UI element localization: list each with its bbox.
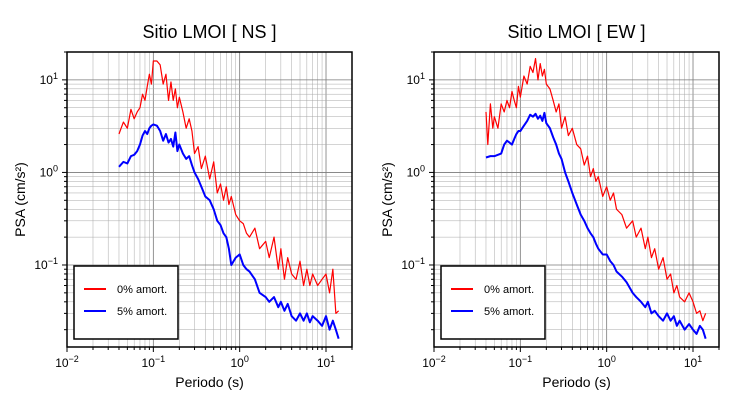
chart-1-legend-label-2: 5% amort.	[117, 306, 167, 318]
chart-2-y-tick-label: 10−1	[401, 256, 425, 272]
chart-1-series-damped-line	[118, 123, 340, 339]
chart-1-x-axis-label: Periodo (s)	[175, 374, 243, 390]
chart-1-legend-box	[73, 265, 179, 340]
chart-1-grid	[66, 51, 353, 347]
chart-2-plot-frame	[433, 51, 720, 348]
chart-2-y-tick-label: 100	[407, 163, 425, 179]
chart-2-legend: 0% amort. 5% amort.	[440, 265, 546, 340]
chart-2-x-tick-label: 100	[597, 354, 615, 370]
chart-1-series-undamped-line	[118, 60, 340, 314]
chart-1-y-tick-label: 100	[40, 163, 58, 179]
chart-2-title: Sitio LMOI [ EW ]	[507, 22, 645, 42]
chart-2-x-tick-label: 10−2	[422, 354, 446, 370]
chart-1-tick-marks	[62, 51, 353, 352]
chart-2-panel: 10−2 10−1 100 101 10−1 100 101 Sitio LMOI [ EW …	[379, 22, 720, 390]
chart-2-x-tick-label: 10−1	[509, 354, 533, 370]
chart-2-x-tick-label: 101	[684, 354, 702, 370]
chart-1-y-axis-label: PSA (cm/s²)	[12, 162, 28, 237]
chart-1-y-tick-label: 10−1	[34, 256, 58, 272]
chart-1-x-tick-label: 100	[230, 354, 248, 370]
chart-2-x-axis-label: Periodo (s)	[542, 374, 610, 390]
chart-2-y-tick-label: 101	[407, 71, 425, 87]
chart-2-series-damped-line	[485, 111, 707, 339]
chart-2-series-undamped-line	[485, 57, 707, 322]
chart-1-panel: 10−2 10−1 100 101 10−1 100 101 Sitio LMOI [ NS …	[12, 22, 353, 390]
chart-2-legend-label-1: 0% amort.	[484, 284, 534, 296]
chart-2-tick-marks	[429, 51, 720, 352]
chart-1-x-tick-label: 10−2	[55, 354, 79, 370]
chart-1-legend: 0% amort. 5% amort.	[73, 265, 179, 340]
chart-2-legend-box	[440, 265, 546, 340]
chart-1-y-tick-label: 101	[40, 71, 58, 87]
chart-1-title: Sitio LMOI [ NS ]	[142, 22, 276, 42]
chart-1-x-tick-label: 10−1	[142, 354, 166, 370]
chart-1-x-tick-label: 101	[317, 354, 335, 370]
chart-2-y-axis-label: PSA (cm/s²)	[379, 162, 395, 237]
chart-1-plot-frame	[66, 51, 353, 348]
chart-2-legend-label-2: 5% amort.	[484, 306, 534, 318]
chart-1-legend-label-1: 0% amort.	[117, 284, 167, 296]
